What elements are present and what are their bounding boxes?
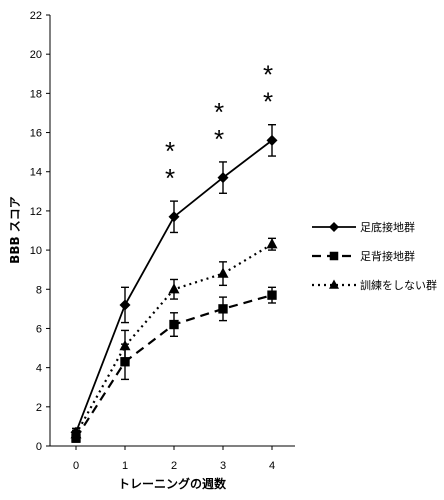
y-tick-label: 8 bbox=[36, 284, 42, 296]
legend-swatch-marker bbox=[329, 222, 339, 232]
data-point bbox=[119, 299, 131, 311]
y-tick-label: 0 bbox=[36, 441, 42, 453]
legend-swatch-marker bbox=[329, 251, 339, 261]
significance-marker: * bbox=[263, 60, 273, 90]
significance-marker: * bbox=[165, 163, 175, 193]
y-tick-label: 14 bbox=[30, 167, 42, 179]
legend-label: 足背接地群 bbox=[360, 249, 415, 263]
y-tick-label: 10 bbox=[30, 245, 42, 257]
x-tick-label: 0 bbox=[73, 460, 79, 472]
series-line bbox=[75, 243, 273, 435]
y-ticks: 0 2 4 6 8 10 12 14 16 18 20 22 bbox=[30, 10, 50, 453]
y-axis-title: BBB スコア bbox=[8, 196, 22, 264]
legend-swatch-marker bbox=[329, 279, 339, 289]
data-point bbox=[168, 211, 180, 223]
series-layer bbox=[70, 124, 278, 443]
significance-marker: * bbox=[263, 87, 273, 117]
significance-marker: * bbox=[214, 124, 224, 154]
data-point bbox=[217, 267, 229, 278]
x-ticks: 0 1 2 3 4 bbox=[73, 446, 275, 472]
significance-marker: * bbox=[214, 97, 224, 127]
x-tick-label: 4 bbox=[269, 460, 275, 472]
data-point bbox=[119, 340, 131, 351]
x-tick-label: 1 bbox=[122, 460, 128, 472]
y-tick-label: 16 bbox=[30, 128, 42, 140]
axes bbox=[49, 15, 295, 447]
data-point bbox=[218, 304, 228, 314]
x-axis-title: トレーニングの週数 bbox=[118, 476, 227, 491]
legend-item: 足底接地群 bbox=[312, 220, 415, 234]
data-point bbox=[217, 172, 229, 184]
y-tick-label: 2 bbox=[36, 402, 42, 414]
legend-item: 足背接地群 bbox=[312, 249, 415, 263]
legend-label: 訓練をしない群 bbox=[360, 278, 437, 292]
annotation-layer: ****** bbox=[165, 60, 273, 193]
data-point bbox=[169, 319, 179, 330]
x-tick-label: 2 bbox=[171, 460, 177, 472]
data-point bbox=[266, 238, 278, 249]
y-tick-label: 22 bbox=[30, 10, 42, 22]
y-tick-label: 4 bbox=[36, 363, 42, 375]
data-point bbox=[266, 134, 278, 146]
y-tick-label: 20 bbox=[30, 49, 42, 61]
y-tick-label: 12 bbox=[30, 206, 42, 218]
x-tick-label: 3 bbox=[220, 460, 226, 472]
y-tick-label: 6 bbox=[36, 323, 42, 335]
legend-label: 足底接地群 bbox=[360, 220, 415, 234]
significance-marker: * bbox=[165, 136, 175, 166]
data-point bbox=[168, 283, 180, 294]
legend-item: 訓練をしない群 bbox=[312, 278, 437, 292]
data-point bbox=[70, 428, 82, 439]
y-tick-label: 18 bbox=[30, 88, 42, 100]
data-point bbox=[267, 290, 277, 300]
series-2 bbox=[70, 237, 278, 439]
